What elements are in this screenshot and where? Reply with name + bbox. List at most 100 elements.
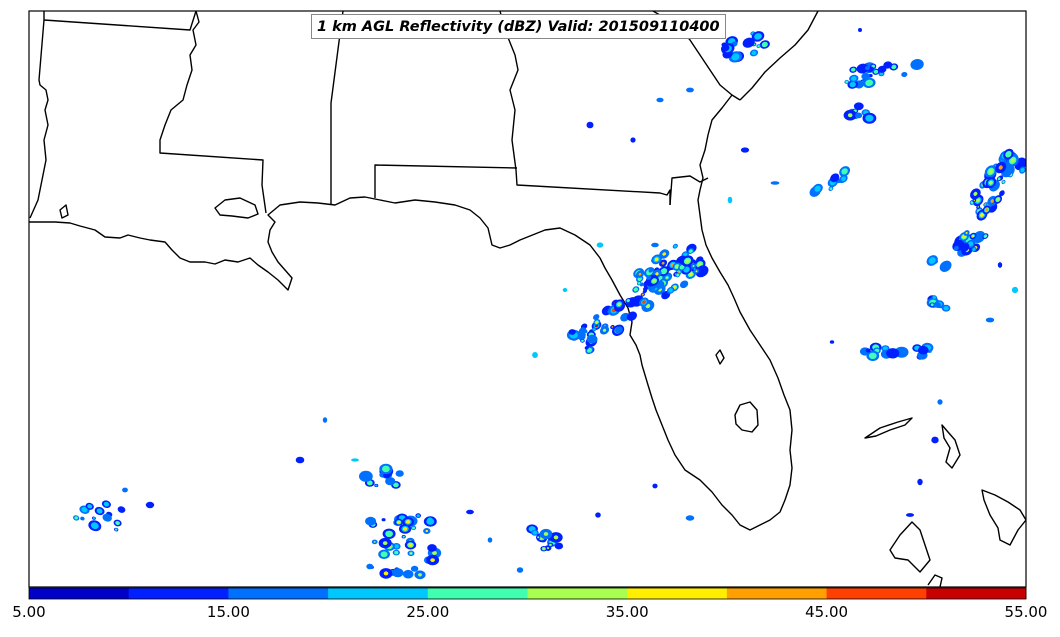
inland-lake (715, 349, 725, 365)
radar-echo (686, 87, 694, 93)
radar-echo (829, 340, 835, 344)
colorbar-segment (328, 588, 429, 599)
radar-echo (917, 345, 929, 355)
colorbar-segment (427, 588, 528, 599)
atlantic-coastline (739, 11, 819, 101)
radar-echo (385, 530, 393, 537)
colorbar-outline (28, 587, 1027, 600)
radar-echo (516, 567, 524, 573)
radar-echo (849, 81, 856, 88)
radar-echo (638, 272, 642, 276)
radar-echo (646, 275, 652, 280)
radar-echo (96, 508, 103, 514)
colorbar-tick-label: 25.00 (406, 603, 450, 621)
radar-echo (679, 280, 689, 289)
colorbar-segment (826, 588, 927, 599)
radar-echo (868, 352, 877, 359)
radar-echo (851, 76, 857, 81)
inland-lake (59, 204, 69, 219)
radar-echo (351, 458, 359, 462)
radar-echo (366, 563, 374, 570)
radar-echo (856, 63, 869, 74)
island (889, 521, 931, 573)
radar-echo (626, 311, 637, 321)
radar-echo (365, 516, 377, 526)
radar-echo (910, 59, 924, 70)
radar-echo (983, 234, 988, 238)
radar-echo (373, 541, 376, 543)
radar-echo (430, 558, 435, 562)
radar-echo (432, 551, 437, 555)
radar-echo (546, 547, 550, 550)
radar-echo (92, 517, 96, 520)
radar-echo (366, 480, 373, 486)
radar-echo (660, 268, 668, 275)
island (941, 424, 961, 469)
radar-echo (466, 509, 474, 515)
radar-echo (689, 272, 693, 276)
radar-echo (382, 465, 390, 473)
radar-echo (642, 293, 644, 296)
radar-echo (562, 288, 568, 292)
radar-echo (102, 513, 112, 522)
radar-echo (997, 262, 1003, 268)
radar-echo (953, 245, 959, 251)
radar-echo (543, 532, 549, 536)
radar-echo (553, 535, 559, 540)
radar-echo (930, 303, 934, 307)
radar-echo (731, 53, 740, 61)
radar-echo (742, 37, 755, 48)
radar-echo (402, 569, 414, 579)
radar-echo (901, 71, 908, 78)
colorbar-tick-label: 5.00 (12, 603, 46, 621)
louisiana-west-border (29, 19, 49, 219)
radar-echo (586, 347, 593, 353)
map-title: 1 km AGL Reflectivity (dBZ) Valid: 20150… (311, 14, 726, 39)
radar-echo (980, 213, 984, 217)
radar-echo (891, 64, 897, 70)
radar-echo (532, 352, 538, 358)
radar-echo (984, 203, 987, 206)
colorbar-segment (228, 588, 329, 599)
radar-echo (692, 265, 695, 267)
radar-echo (74, 516, 79, 520)
radar-echo (617, 302, 622, 307)
radar-echo (549, 544, 552, 546)
colorbar-segment (29, 588, 130, 599)
island (981, 489, 1026, 546)
radar-echo (990, 199, 995, 203)
map-frame (28, 10, 1027, 588)
radar-echo (847, 113, 853, 118)
radar-echo (359, 470, 373, 482)
radar-echo (403, 527, 408, 531)
radar-echo (381, 518, 386, 522)
alabama-georgia-border (499, 11, 671, 205)
radar-echo (532, 530, 538, 535)
radar-echo (620, 312, 630, 322)
colorbar-segment (926, 588, 1027, 599)
radar-echo (425, 529, 429, 533)
radar-echo (394, 550, 399, 555)
radar-echo (375, 484, 378, 487)
radar-echo (595, 512, 601, 518)
radar-echo (1020, 167, 1025, 173)
radar-echo (933, 302, 941, 308)
radar-echo (406, 520, 411, 524)
radar-echo (770, 181, 780, 185)
radar-echo (581, 339, 584, 342)
radar-echo (595, 321, 599, 324)
radar-echo (830, 173, 840, 183)
radar-echo (654, 257, 659, 262)
radar-echo (973, 191, 978, 196)
radar-echo (584, 345, 589, 350)
mississippi-alabama-border (330, 11, 344, 205)
radar-echo (931, 436, 939, 444)
radar-echo (1011, 286, 1019, 294)
island (864, 417, 913, 439)
radar-echo (393, 482, 399, 488)
radar-echo (665, 276, 669, 279)
radar-echo (652, 483, 658, 489)
radar-echo (1010, 158, 1015, 163)
